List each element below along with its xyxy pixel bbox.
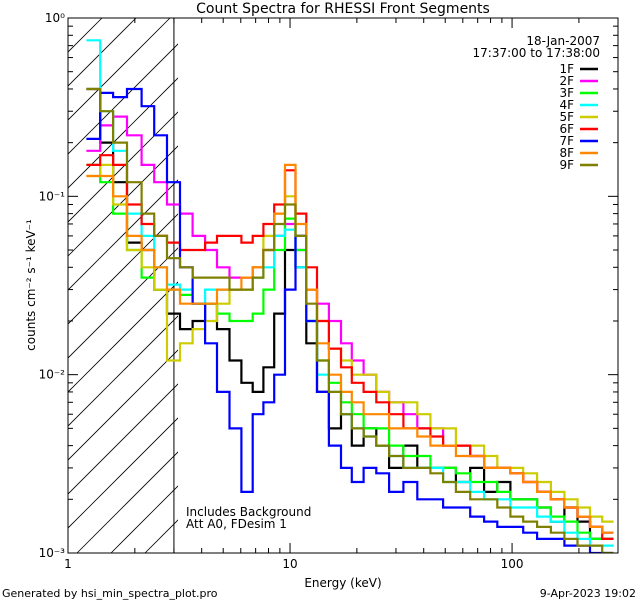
legend-label-6F: 6F xyxy=(559,122,574,136)
hatch-line xyxy=(68,213,178,325)
legend-label-8F: 8F xyxy=(559,146,574,160)
series-line-1F xyxy=(86,87,614,540)
hatch-line xyxy=(68,179,178,291)
x-tick-label: 1 xyxy=(64,557,72,571)
y-tick-label: 10⁻² xyxy=(39,368,66,382)
legend-date: 18-Jan-2007 xyxy=(526,34,600,48)
series-line-8F xyxy=(86,163,614,534)
footer-timestamp: 9-Apr-2023 19:02 xyxy=(540,587,636,600)
footer-generated-by: Generated by hsi_min_spectra_plot.pro xyxy=(2,587,218,600)
x-axis-label: Energy (keV) xyxy=(304,576,381,590)
hatch-line xyxy=(68,383,178,495)
hatch-line xyxy=(68,315,178,427)
y-tick-label: 10⁰ xyxy=(45,11,65,25)
hatch-line xyxy=(68,111,178,223)
series-line-4F xyxy=(86,39,614,547)
legend-time-range: 17:37:00 to 17:38:00 xyxy=(473,46,600,60)
hatch-line xyxy=(68,247,178,359)
x-tick-label: 100 xyxy=(501,557,524,571)
y-axis-label: counts cm⁻² s⁻¹ keV⁻¹ xyxy=(24,219,38,351)
series-lines xyxy=(86,39,614,553)
hatch-line xyxy=(76,451,178,553)
hatch-line xyxy=(68,18,171,121)
legend-label-5F: 5F xyxy=(559,110,574,124)
hatch-line xyxy=(68,18,103,53)
axis-ticks: 1 10 100 10⁰ 10⁻¹ 10⁻² 10⁻³ xyxy=(39,11,619,571)
y-tick-label: 10⁻³ xyxy=(39,546,66,560)
series-line-9F xyxy=(86,87,614,553)
chart-title: Count Spectra for RHESSI Front Segments xyxy=(196,1,490,17)
y-tick-label: 10⁻¹ xyxy=(39,189,66,203)
hatch-line xyxy=(68,43,178,155)
series-line-2F xyxy=(86,115,614,534)
hatch-line xyxy=(68,417,178,529)
series-line-7F xyxy=(86,87,614,553)
x-tick-label: 10 xyxy=(282,557,297,571)
legend-label-7F: 7F xyxy=(559,134,574,148)
hatched-region xyxy=(68,18,178,553)
annotation-attenuator: Att A0, FDesim 1 xyxy=(186,517,287,531)
legend-label-1F: 1F xyxy=(559,62,574,76)
legend-label-2F: 2F xyxy=(559,74,574,88)
legend-label-4F: 4F xyxy=(559,98,574,112)
hatch-line xyxy=(68,145,178,257)
legend-label-3F: 3F xyxy=(559,86,574,100)
annotation-background: Includes Background xyxy=(186,505,311,519)
legend-label-9F: 9F xyxy=(559,158,574,172)
plot-frame xyxy=(67,17,619,554)
